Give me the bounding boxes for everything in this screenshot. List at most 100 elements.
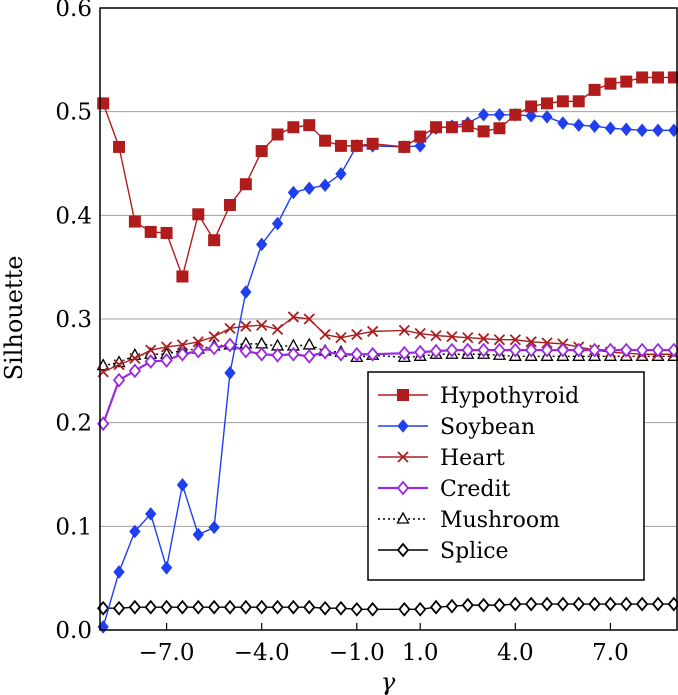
- data-point: [271, 599, 284, 615]
- legend-item-hypothyroid: Hypothyroid: [378, 384, 579, 409]
- data-point: [414, 139, 426, 153]
- data-point: [128, 215, 141, 228]
- data-point: [112, 600, 126, 616]
- data-point: [429, 343, 443, 359]
- data-point: [319, 134, 332, 147]
- data-point: [636, 71, 649, 84]
- data-point: [461, 597, 474, 613]
- data-point: [462, 332, 474, 344]
- x-axis-title: γ: [381, 668, 396, 695]
- series-credit: [96, 337, 678, 432]
- data-point: [224, 322, 236, 334]
- data-point: [366, 601, 379, 617]
- data-point: [224, 366, 236, 380]
- data-point: [335, 332, 347, 344]
- data-point: [319, 328, 331, 341]
- data-point: [113, 140, 126, 153]
- legend-item-splice: Splice: [378, 539, 509, 564]
- series-line-mushroom: [103, 343, 674, 367]
- data-point: [208, 330, 220, 343]
- data-point: [572, 95, 585, 108]
- data-point: [541, 110, 553, 124]
- legend-label: Soybean: [440, 415, 535, 440]
- data-point: [446, 330, 458, 343]
- data-point: [240, 285, 252, 299]
- series-hypothyroid: [97, 71, 678, 283]
- series-splice: [96, 596, 678, 617]
- data-point: [477, 333, 490, 345]
- data-point: [524, 596, 538, 612]
- data-point: [97, 97, 110, 110]
- data-point: [160, 341, 173, 353]
- data-point: [350, 139, 363, 152]
- data-point: [540, 342, 554, 358]
- data-point: [509, 334, 521, 346]
- legend-label: Credit: [440, 477, 510, 502]
- data-point: [525, 100, 538, 113]
- data-point: [493, 342, 506, 358]
- data-point: [271, 216, 284, 231]
- x-tick-label: −4.0: [234, 640, 290, 666]
- legend-item-credit: Credit: [378, 477, 510, 502]
- data-point: [176, 478, 189, 492]
- data-point: [255, 145, 268, 158]
- data-point: [303, 348, 316, 364]
- data-point: [445, 342, 459, 358]
- series-layer: [96, 71, 678, 634]
- data-point: [430, 121, 443, 134]
- data-point: [271, 128, 284, 141]
- data-point: [160, 599, 173, 615]
- data-point: [334, 139, 347, 152]
- data-point: [287, 185, 300, 200]
- data-point: [287, 311, 300, 323]
- data-point: [398, 345, 411, 361]
- data-point: [509, 108, 522, 121]
- data-point: [445, 121, 458, 134]
- data-point: [651, 342, 665, 358]
- data-point: [223, 337, 237, 353]
- data-point: [509, 596, 522, 612]
- y-tick-label: 0.1: [55, 514, 92, 540]
- data-point: [572, 342, 585, 358]
- data-point: [334, 346, 348, 362]
- data-point: [350, 601, 363, 617]
- data-point: [493, 122, 506, 135]
- data-point: [525, 109, 537, 123]
- data-point: [398, 140, 411, 153]
- data-point: [240, 320, 252, 332]
- data-point: [350, 346, 363, 362]
- data-point: [160, 561, 173, 575]
- data-point: [588, 596, 601, 612]
- y-axis-title: Silhouette: [0, 256, 28, 381]
- data-point: [461, 120, 474, 133]
- data-point: [620, 122, 632, 137]
- data-point: [525, 336, 537, 348]
- data-point: [540, 596, 554, 612]
- data-point: [239, 178, 252, 191]
- legend-marker: [397, 419, 409, 433]
- data-point: [192, 336, 204, 348]
- data-point: [208, 520, 220, 535]
- data-point: [128, 599, 142, 615]
- data-point: [620, 342, 633, 358]
- data-point: [366, 346, 379, 362]
- series-line-splice: [103, 603, 674, 610]
- legend-marker: [396, 511, 410, 524]
- legend-item-soybean: Soybean: [378, 415, 535, 440]
- data-point: [144, 599, 157, 615]
- data-point: [160, 353, 173, 368]
- data-point: [652, 123, 664, 138]
- data-point: [223, 198, 236, 211]
- data-point: [287, 121, 300, 134]
- legend-marker: [396, 542, 410, 558]
- x-tick-label: −7.0: [139, 640, 195, 666]
- data-point: [572, 596, 585, 612]
- data-point: [176, 339, 189, 351]
- plot-frame: [99, 7, 678, 631]
- y-tick-label: 0.0: [55, 618, 92, 644]
- data-point: [635, 596, 649, 612]
- data-point: [556, 596, 570, 612]
- y-tick-label: 0.4: [55, 203, 92, 229]
- data-point: [557, 116, 569, 130]
- data-point: [271, 323, 284, 336]
